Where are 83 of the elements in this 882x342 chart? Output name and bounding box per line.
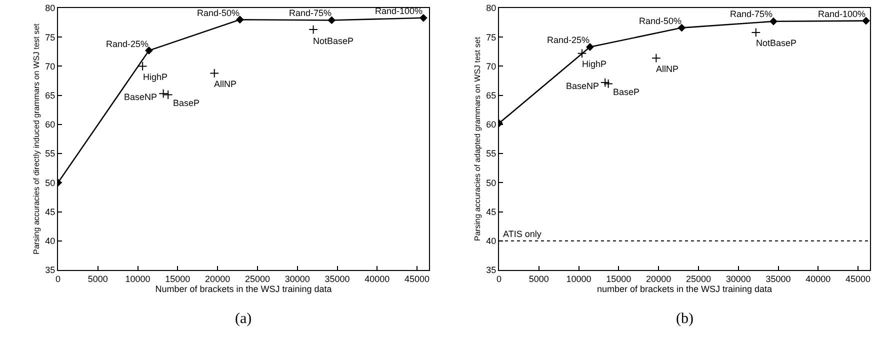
y-tick-label: 80	[45, 3, 56, 14]
annotation: HighP	[143, 72, 168, 82]
x-tick-label: 35000	[766, 274, 791, 284]
annotation: Rand-25%	[106, 39, 149, 49]
annotation: BaseNP	[124, 92, 158, 102]
annotation: AllNP	[656, 64, 679, 74]
x-tick-label: 5000	[528, 274, 549, 284]
x-tick-label: 45000	[404, 274, 430, 284]
x-axis-title: number of brackets in the WSJ training data	[596, 284, 772, 294]
y-tick-label: 50	[45, 178, 56, 188]
point	[586, 43, 594, 51]
y-tick-label: 50	[486, 178, 496, 188]
y-tick-label: 60	[45, 120, 56, 130]
point	[328, 16, 336, 24]
point	[577, 48, 587, 58]
annotation: BaseP	[613, 87, 640, 97]
point	[604, 78, 614, 88]
x-tick-label: 10000	[566, 274, 592, 284]
annotation: Rand-100%	[375, 6, 423, 16]
y-tick-label: 75	[45, 32, 56, 42]
x-tick-label: 40000	[806, 274, 831, 284]
x-tick-label: 25000	[686, 274, 711, 284]
point	[145, 46, 153, 54]
x-tick-label: 45000	[846, 274, 871, 284]
point	[236, 16, 244, 24]
y-tick-label: 55	[486, 148, 496, 159]
x-tick-label: 5000	[88, 274, 108, 284]
y-tick-label: 70	[45, 61, 56, 72]
x-tick-label: 30000	[726, 274, 751, 284]
point	[770, 18, 778, 26]
annotation: Rand-25%	[547, 35, 590, 45]
point	[862, 17, 870, 25]
x-tick-label: 15000	[606, 274, 632, 284]
y-tick-label: 35	[45, 265, 56, 276]
point	[420, 14, 428, 22]
point	[163, 90, 173, 100]
y-tick-label: 60	[486, 120, 496, 130]
point	[138, 62, 148, 71]
y-tick-label: 45	[45, 206, 56, 217]
annotation: BaseP	[173, 98, 200, 108]
text: (a)	[235, 311, 252, 327]
y-tick-label: 80	[486, 3, 496, 14]
y-tick-label: 40	[45, 236, 56, 246]
x-tick-label: 30000	[284, 274, 310, 284]
ref-line-label: ATIS only	[503, 229, 542, 239]
x-tick-label: 40000	[364, 274, 390, 284]
annotation: NotBaseP	[313, 36, 354, 46]
y-axis-title: Parsing accuracies of directly induced grammars on WSJ test set	[32, 22, 41, 254]
x-tick-label: 0	[55, 274, 61, 284]
y-tick-label: 65	[486, 90, 496, 100]
x-tick-label: 25000	[244, 274, 270, 284]
point	[678, 24, 686, 32]
point	[158, 88, 168, 98]
point	[210, 68, 220, 78]
x-tick-label: 0	[496, 274, 502, 284]
y-tick-label: 65	[45, 90, 56, 100]
x-tick-label: 10000	[125, 274, 150, 284]
point	[600, 78, 610, 88]
y-tick-label: 45	[486, 206, 496, 217]
annotation: AllNP	[214, 79, 237, 89]
y-tick-label: 40	[486, 236, 496, 246]
annotation: Rand-75%	[289, 8, 332, 18]
annotation: Rand-75%	[730, 9, 773, 19]
x-tick-label: 20000	[646, 274, 672, 284]
x-tick-label: 35000	[324, 274, 350, 284]
point	[308, 24, 318, 34]
point	[751, 28, 761, 38]
y-axis-title: Parsing accuracies of adapted grammars on WSJ test set	[472, 36, 482, 242]
y-tick-label: 75	[486, 32, 496, 42]
annotation: Rand-50%	[639, 16, 682, 26]
annotation: BaseNP	[566, 81, 600, 91]
point	[651, 53, 661, 63]
y-tick-label: 70	[486, 61, 496, 72]
annotation: NotBaseP	[756, 38, 797, 48]
x-tick-label: 20000	[205, 274, 230, 284]
y-tick-label: 35	[486, 265, 496, 276]
annotation: Rand-50%	[197, 8, 240, 18]
x-axis-title: Number of brackets in the WSJ training data	[155, 284, 332, 294]
x-tick-label: 15000	[165, 274, 190, 284]
text: (b)	[676, 311, 694, 327]
annotation: Rand-100%	[818, 9, 866, 19]
y-tick-label: 55	[45, 148, 56, 159]
annotation: HighP	[582, 59, 607, 69]
